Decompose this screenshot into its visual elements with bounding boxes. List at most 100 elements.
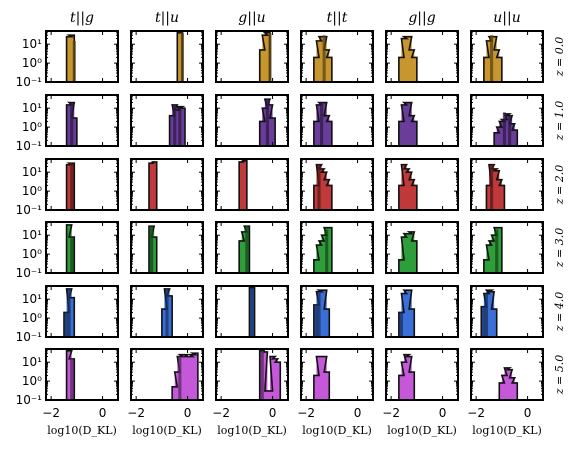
histogram-overlay-bar [490, 35, 494, 82]
row-label: z = 4.0 [553, 292, 566, 333]
panel-frame [215, 94, 289, 147]
histogram-bar [319, 168, 325, 210]
y-tick-label: 10¹ [22, 37, 42, 51]
histogram-outline [398, 101, 418, 146]
histogram-overlay-bar [317, 291, 321, 337]
y-tick-label: 10¹ [22, 101, 42, 115]
panel-frame [215, 158, 289, 211]
y-tick-label: 10⁻¹ [16, 203, 43, 217]
histogram-bar [275, 362, 281, 400]
histogram-bar [411, 121, 417, 146]
histogram-overlay-bar [265, 99, 269, 146]
histogram-outline [483, 226, 503, 273]
histogram-bar [66, 104, 72, 146]
histogram-bar [404, 36, 410, 82]
histogram-bar [270, 118, 276, 146]
y-tick-label: 10¹ [22, 228, 42, 242]
histogram-overlay-bar [482, 306, 486, 337]
histogram-bar [404, 290, 410, 337]
histogram-bar [262, 351, 268, 400]
panel-frame [300, 348, 374, 401]
histogram-bar [326, 185, 332, 210]
histogram-bar [241, 231, 247, 273]
histogram-outline [398, 353, 416, 400]
histogram-bar [174, 110, 180, 146]
panel-frame [300, 30, 374, 83]
histogram-bar [489, 291, 495, 337]
histogram-outline [398, 289, 416, 337]
histogram-outline [148, 161, 158, 210]
y-tick-label: 10⁻¹ [16, 75, 43, 89]
histogram-bar [404, 354, 410, 400]
histogram-bar [324, 372, 330, 400]
histogram-bar [319, 356, 325, 400]
x-axis-label: log10(D_KL) [132, 424, 202, 437]
panel-frame [385, 158, 459, 211]
histogram-bar [319, 240, 325, 273]
histogram-bar [262, 108, 268, 146]
histogram-outline [65, 350, 76, 400]
histogram-bar [409, 309, 415, 337]
y-tick-label: 10⁰ [22, 184, 42, 198]
panel-frame [470, 285, 544, 338]
histogram-overlay-bar [250, 287, 254, 337]
histogram-bar [319, 36, 325, 82]
panel-frame [130, 348, 204, 401]
histogram-overlay-bar [178, 108, 182, 146]
histogram-overlay-bar [173, 104, 177, 146]
x-tick-label: 0 [99, 406, 107, 420]
histogram-bar [270, 356, 276, 400]
panel-frame [470, 221, 544, 274]
y-tick-label: 10⁰ [22, 120, 42, 134]
histogram-bar [499, 121, 505, 146]
histogram-bar [512, 130, 518, 146]
histogram-outline [65, 224, 76, 273]
histogram-bar [409, 372, 415, 400]
histogram-bar [319, 290, 325, 337]
panel-frame [45, 30, 119, 83]
x-tick-label: 0 [439, 406, 447, 420]
panel-frame [385, 30, 459, 83]
histogram-bar [411, 57, 417, 82]
y-tick-label: 10⁻¹ [16, 393, 43, 407]
histogram-overlay-bar [495, 229, 499, 273]
panel-frame [130, 94, 204, 147]
histogram-overlay-bar [70, 163, 74, 210]
histogram-bar [404, 102, 410, 146]
histogram-overlay-bar [180, 32, 184, 82]
x-axis-label: log10(D_KL) [472, 424, 542, 437]
panel-frame [130, 285, 204, 338]
panel-frame [300, 285, 374, 338]
y-tick-label: 10¹ [22, 165, 42, 179]
histogram-bar [499, 382, 505, 400]
histogram-outline [171, 352, 199, 400]
histogram-overlay-bar [245, 226, 249, 273]
histogram-bar [326, 121, 332, 146]
x-tick-label: −2 [382, 406, 400, 420]
histogram-bar [66, 36, 72, 82]
histogram-bar [491, 309, 497, 337]
x-axis-label: log10(D_KL) [217, 424, 287, 437]
panel-frame [300, 94, 374, 147]
column-title: t||t [327, 10, 348, 26]
y-tick-label: 10⁰ [22, 56, 42, 70]
panel-frame [215, 30, 289, 83]
histogram-bar [69, 35, 75, 82]
panel-frame [300, 221, 374, 274]
histogram-overlay-bar [178, 356, 182, 400]
x-tick-label: −2 [42, 406, 60, 420]
panel-frame [470, 30, 544, 83]
y-tick-label: 10⁰ [22, 374, 42, 388]
histogram-overlay-bar [490, 164, 494, 210]
histogram-bar [264, 32, 270, 82]
histogram-overlay-bar [70, 358, 74, 400]
histogram-overlay-bar [484, 293, 488, 337]
row-label: z = 1.0 [553, 101, 566, 142]
histogram-bar [192, 353, 198, 400]
row-label: z = 3.0 [553, 228, 566, 269]
histogram-bar [71, 118, 77, 146]
column-title: g||u [238, 10, 265, 26]
y-tick-label: 10⁻¹ [16, 139, 43, 153]
histogram-bar [179, 108, 185, 146]
